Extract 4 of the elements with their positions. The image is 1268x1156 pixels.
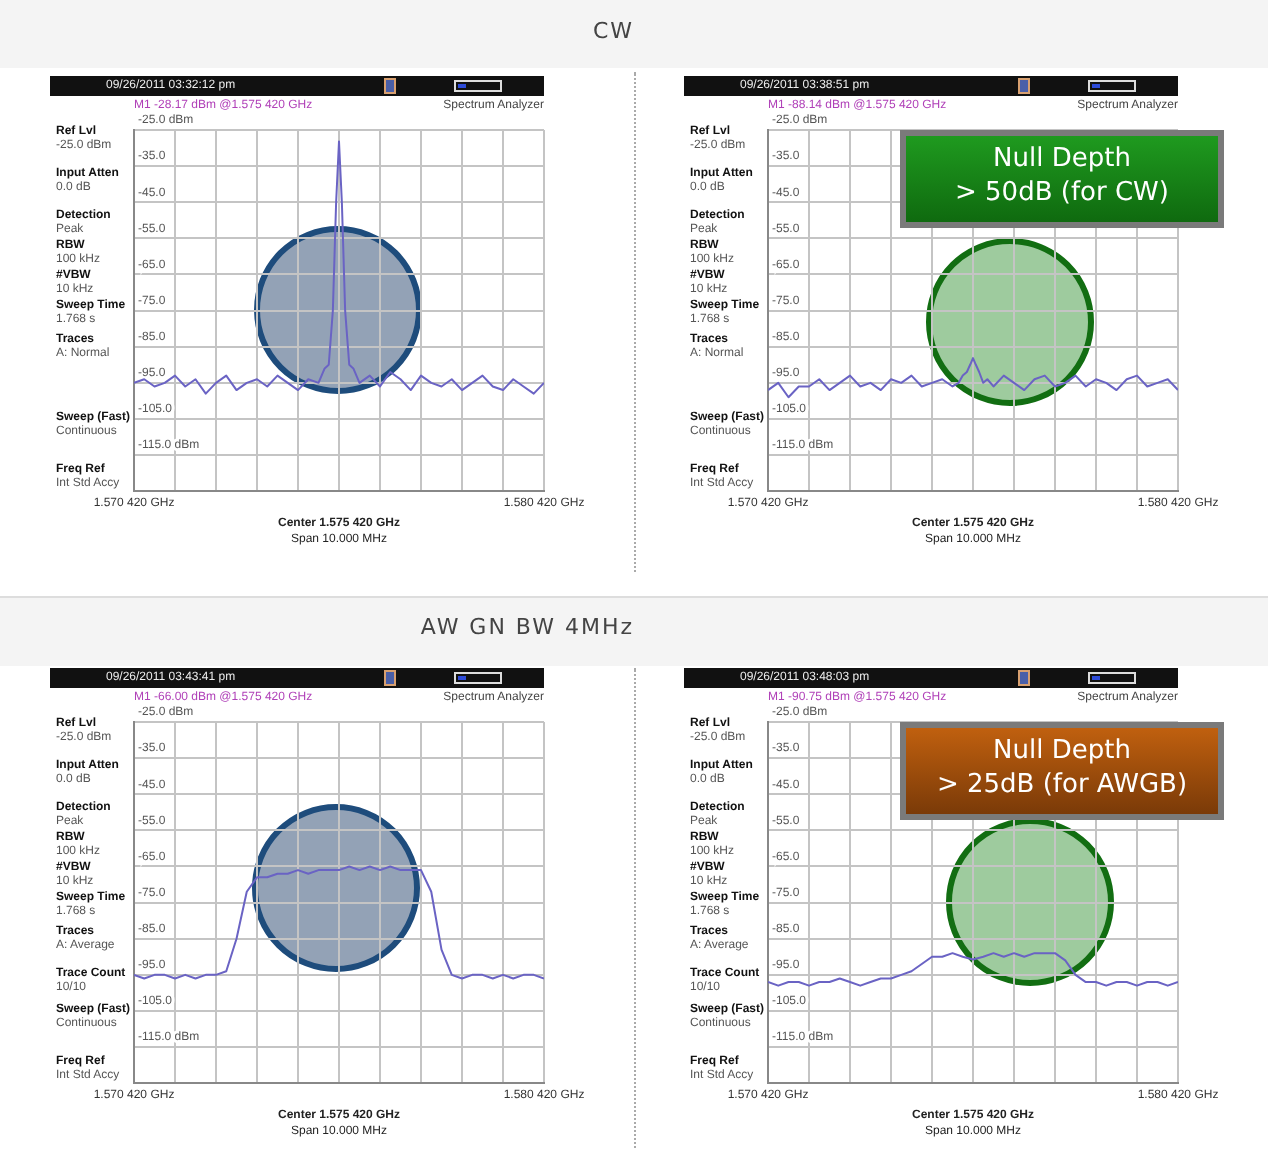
- callout-box: Null Depth > 25dB (for AWGB): [900, 722, 1224, 820]
- text: CW: [592, 18, 634, 44]
- callout-box: Null Depth > 50dB (for CW): [900, 130, 1224, 228]
- chart-title: AW GN BW 4MHz: [420, 614, 634, 640]
